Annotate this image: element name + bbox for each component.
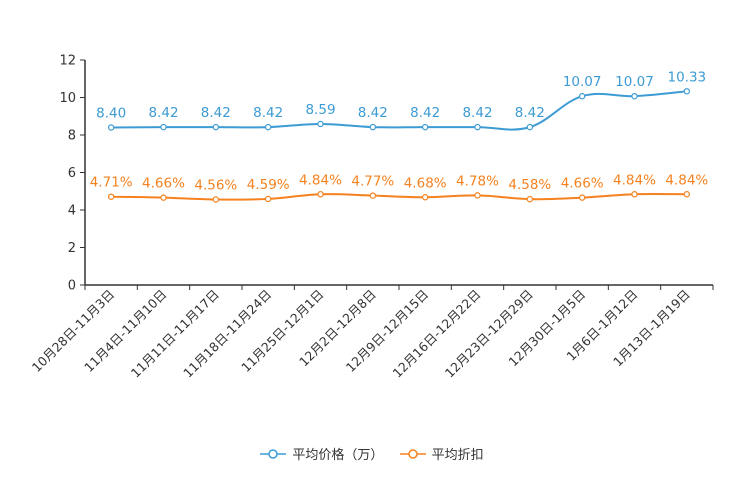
data-label: 8.59 bbox=[305, 102, 335, 118]
data-point bbox=[317, 120, 324, 128]
x-tick-label: 11月11日-11月17日 bbox=[128, 287, 222, 381]
data-label: 4.58% bbox=[508, 177, 551, 193]
legend-item-discount[interactable]: 平均折扣 bbox=[399, 444, 484, 463]
series-line-discount bbox=[111, 192, 687, 201]
data-point bbox=[264, 123, 272, 131]
data-point bbox=[317, 191, 324, 198]
data-label: 8.40 bbox=[96, 106, 126, 122]
data-label: 10.07 bbox=[563, 74, 602, 90]
y-tick-label: 4 bbox=[68, 204, 76, 219]
data-label: 4.66% bbox=[142, 176, 185, 192]
y-tick-label: 12 bbox=[59, 54, 76, 69]
data-point bbox=[474, 123, 481, 131]
data-label: 4.71% bbox=[90, 175, 133, 191]
legend-line-icon bbox=[260, 448, 287, 459]
data-label: 8.42 bbox=[148, 105, 178, 121]
data-point bbox=[631, 191, 638, 198]
data-point bbox=[212, 196, 220, 203]
data-label: 8.42 bbox=[201, 105, 231, 121]
data-label: 4.77% bbox=[351, 174, 394, 190]
legend-label-discount: 平均折扣 bbox=[431, 448, 484, 463]
legend-item-price[interactable]: 平均价格（万） bbox=[260, 444, 383, 463]
data-label: 10.33 bbox=[668, 69, 707, 85]
data-label: 4.59% bbox=[247, 177, 290, 193]
data-point bbox=[107, 193, 115, 200]
data-label: 4.84% bbox=[665, 172, 708, 188]
data-label: 4.66% bbox=[561, 176, 604, 192]
data-point bbox=[369, 123, 377, 131]
data-point bbox=[421, 194, 429, 201]
data-label: 8.42 bbox=[410, 105, 440, 121]
data-label: 4.84% bbox=[299, 172, 342, 188]
data-point bbox=[526, 123, 534, 131]
data-label: 8.42 bbox=[515, 105, 545, 121]
data-point bbox=[264, 195, 272, 203]
data-point bbox=[107, 124, 115, 131]
series-line-price bbox=[111, 90, 687, 131]
y-tick-label: 10 bbox=[59, 91, 76, 106]
data-label: 8.42 bbox=[462, 105, 492, 121]
data-label: 8.42 bbox=[358, 105, 388, 121]
data-point bbox=[578, 194, 586, 201]
x-tick-label: 12月16日-12月22日 bbox=[389, 287, 483, 381]
data-point bbox=[212, 123, 220, 131]
y-tick-label: 6 bbox=[68, 166, 76, 181]
legend-label-price: 平均价格（万） bbox=[292, 448, 384, 463]
data-point bbox=[160, 123, 167, 131]
data-label: 8.42 bbox=[253, 105, 283, 121]
data-point bbox=[683, 88, 691, 95]
data-label: 4.56% bbox=[194, 178, 237, 194]
data-label: 4.84% bbox=[613, 172, 656, 188]
legend: 平均价格（万） 平均折扣 bbox=[0, 444, 744, 464]
data-point bbox=[474, 192, 481, 199]
data-point bbox=[369, 192, 377, 199]
x-tick-label: 12月23日-12月29日 bbox=[442, 287, 536, 381]
data-point bbox=[683, 191, 691, 198]
data-label: 4.78% bbox=[456, 173, 499, 189]
data-point bbox=[421, 123, 429, 131]
data-point bbox=[526, 195, 534, 203]
data-point bbox=[631, 92, 638, 100]
y-tick-label: 8 bbox=[68, 129, 76, 144]
y-tick-label: 2 bbox=[68, 241, 76, 256]
data-label: 4.68% bbox=[404, 175, 447, 191]
data-point bbox=[578, 92, 586, 100]
y-tick-label: 0 bbox=[68, 279, 76, 294]
x-tick-label: 11月18日-11月24日 bbox=[180, 287, 274, 381]
legend-line-icon bbox=[399, 448, 426, 459]
data-point bbox=[160, 194, 167, 201]
data-label: 10.07 bbox=[615, 74, 654, 90]
